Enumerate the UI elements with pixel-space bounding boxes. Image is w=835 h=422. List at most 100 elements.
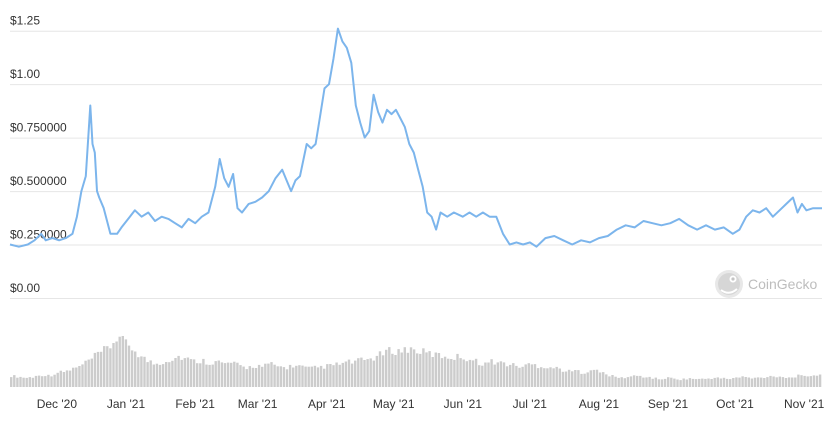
volume-bar [784, 378, 788, 387]
volume-bar [679, 380, 682, 387]
volume-bar [400, 352, 403, 387]
volume-bar [580, 373, 583, 387]
volume-bar [208, 364, 211, 387]
volume-bar [310, 366, 313, 387]
volume-bar [450, 359, 453, 387]
volume-bar [682, 378, 685, 387]
volume-bar [44, 376, 47, 387]
volume-bar [729, 379, 732, 387]
volume-bar [422, 348, 425, 387]
volume-bar [388, 347, 391, 387]
volume-bar [456, 353, 459, 387]
volume-bar [196, 363, 199, 387]
volume-bar [546, 368, 549, 387]
volume-bar [812, 375, 816, 387]
volume-bar [707, 378, 710, 387]
volume-bar [496, 362, 499, 387]
volume-bar [791, 377, 794, 387]
volume-bar [797, 374, 800, 387]
volume-bar [288, 364, 292, 387]
volume-bar [230, 362, 233, 387]
volume-bar [629, 376, 633, 387]
volume-bar [623, 378, 626, 387]
volume-bar [815, 375, 819, 387]
volume-bar [447, 358, 450, 387]
volume-bar [657, 379, 661, 387]
volume-bar [648, 376, 651, 387]
volume-bar [341, 362, 344, 387]
volume-bar [264, 363, 267, 387]
volume-bar [363, 360, 366, 387]
volume-bar [385, 349, 388, 387]
volume-bar [530, 364, 534, 387]
volume-bar [567, 369, 571, 387]
volume-bar [59, 370, 62, 387]
volume-bar [146, 362, 149, 387]
volume-bar [741, 376, 744, 387]
volume-bar [301, 365, 304, 387]
volume-bar [394, 355, 397, 387]
volume-bar [41, 376, 44, 387]
volume-bar [304, 366, 307, 387]
volume-bar [99, 351, 103, 387]
volume-bar [484, 362, 487, 387]
volume-bar [512, 363, 515, 387]
x-tick-label-1: Jan '21 [107, 397, 146, 411]
x-tick-label-2: Feb '21 [175, 397, 215, 411]
volume-bar [818, 374, 822, 387]
volume-bar [462, 359, 465, 387]
volume-bar [257, 364, 261, 387]
volume-bar [589, 370, 592, 387]
volume-bar [725, 378, 729, 387]
volume-bar [267, 363, 270, 387]
volume-bar [558, 368, 561, 387]
x-tick-label-6: Jun '21 [444, 397, 483, 411]
volume-bar [716, 377, 719, 387]
volume-bar [722, 377, 726, 387]
volume-bar [366, 359, 369, 387]
volume-bar [397, 349, 400, 387]
volume-bar [68, 370, 72, 387]
volume-bar [778, 376, 781, 387]
volume-bar [211, 364, 214, 387]
volume-bar [34, 375, 38, 387]
volume-bar [152, 364, 155, 387]
volume-bar [533, 364, 537, 387]
y-tick-label-5: $1.25 [10, 14, 40, 28]
volume-bar [642, 377, 645, 387]
volume-bar [583, 373, 586, 387]
volume-bar [158, 364, 162, 387]
volume-bar [549, 367, 552, 387]
volume-bar [25, 377, 28, 387]
volume-bar [639, 375, 642, 387]
volume-bar [165, 362, 168, 387]
volume-bar [431, 357, 434, 387]
volume-bar [443, 356, 447, 387]
volume-bar [78, 366, 81, 387]
volume-bar [602, 372, 605, 387]
volume-bar [137, 357, 140, 387]
volume-bar [515, 365, 518, 387]
x-tick-label-8: Aug '21 [579, 397, 620, 411]
volume-bar [81, 364, 84, 387]
volume-bar [13, 375, 16, 387]
volume-bar [803, 375, 806, 387]
volume-bar [611, 375, 614, 387]
volume-bar [527, 363, 530, 387]
volume-bar [96, 351, 100, 387]
volume-bar [313, 365, 317, 387]
volume-bar [134, 351, 137, 387]
volume-bar [481, 365, 484, 387]
volume-bar [248, 366, 251, 387]
x-tick-label-5: May '21 [373, 397, 415, 411]
volume-bar [171, 360, 174, 387]
volume-bar [93, 352, 97, 387]
volume-bar [605, 374, 608, 387]
x-tick-label-3: Mar '21 [238, 397, 278, 411]
volume-bar [487, 362, 490, 387]
volume-bar [806, 376, 809, 387]
volume-bar [335, 362, 338, 387]
volume-bar [344, 361, 348, 387]
coingecko-watermark: CoinGecko [715, 270, 817, 298]
volume-bar [242, 366, 245, 387]
